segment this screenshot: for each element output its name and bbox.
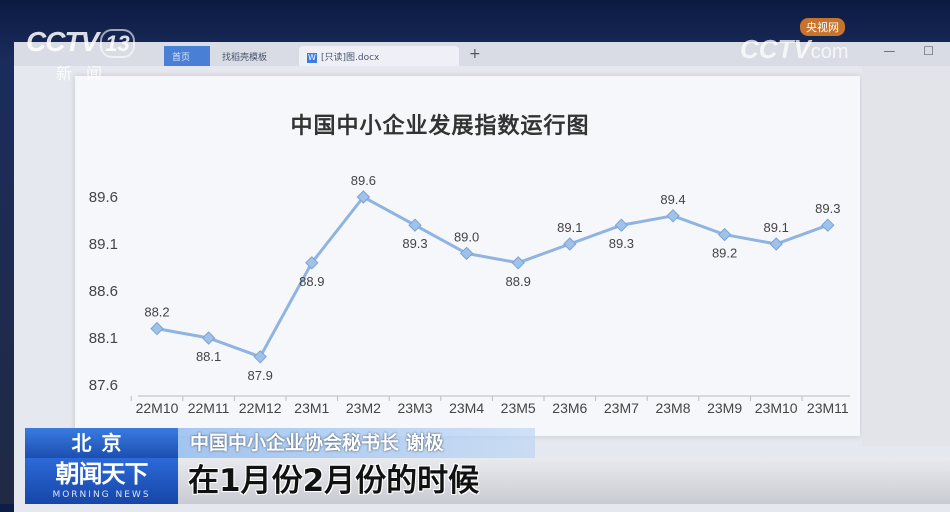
x-tick-label: 23M7 xyxy=(604,400,639,416)
new-tab-button[interactable]: + xyxy=(469,46,481,62)
data-label: 88.1 xyxy=(196,349,221,364)
data-point xyxy=(356,190,371,204)
tab-home[interactable]: 首页 xyxy=(164,46,210,66)
window-controls[interactable]: — ☐ xyxy=(883,44,946,58)
y-tick-label: 88.6 xyxy=(89,283,118,300)
watermark-badge: 央视网 xyxy=(800,18,845,36)
data-point xyxy=(769,237,783,251)
tab-document-label: [只读]图.docx xyxy=(321,53,380,63)
x-tick-label: 23M2 xyxy=(346,400,381,416)
data-label: 89.2 xyxy=(712,246,737,261)
logo-number: 13 xyxy=(100,29,135,58)
wps-doc-icon: W xyxy=(307,53,317,63)
data-point xyxy=(614,218,629,232)
y-tick-label: 87.6 xyxy=(89,377,118,394)
logo-sub: 新闻 xyxy=(56,66,117,83)
data-label: 88.9 xyxy=(506,274,531,289)
data-point xyxy=(459,246,474,261)
watermark-com: com xyxy=(810,41,849,63)
data-label: 89.1 xyxy=(557,220,582,235)
x-tick-label: 22M10 xyxy=(136,400,179,416)
x-tick-label: 23M1 xyxy=(294,400,329,416)
x-tick-label: 23M4 xyxy=(449,400,484,416)
x-tick-label: 23M6 xyxy=(552,400,587,416)
show-name-en: MORNING NEWS xyxy=(52,490,151,500)
data-label: 89.3 xyxy=(815,201,840,216)
data-label: 88.9 xyxy=(299,274,324,289)
watermark-cctv: CCTV xyxy=(740,34,811,64)
data-point xyxy=(305,256,319,270)
cctv13-logo: CCTV 13 新闻 xyxy=(26,26,135,83)
data-label: 89.0 xyxy=(454,229,479,244)
series-line xyxy=(156,195,829,359)
chart-title: 中国中小企业发展指数运行图 xyxy=(290,114,590,139)
data-point xyxy=(717,227,732,242)
data-point xyxy=(253,350,267,364)
tab-document[interactable]: W [只读]图.docx xyxy=(299,46,459,66)
data-label: 89.4 xyxy=(660,192,685,207)
data-point xyxy=(563,237,577,251)
x-tick-label: 22M11 xyxy=(188,400,230,416)
tab-bar: 首页 找稻壳模板 W [只读]图.docx + — ☐ xyxy=(14,42,950,66)
data-point xyxy=(201,331,216,345)
data-label: 89.3 xyxy=(609,236,634,251)
logo-cctv: CCTV xyxy=(26,26,99,57)
data-label: 89.3 xyxy=(402,236,427,251)
data-point xyxy=(666,209,680,223)
x-tick-label: 22M12 xyxy=(239,400,282,416)
x-tick-label: 23M5 xyxy=(501,400,536,416)
data-label: 89.1 xyxy=(764,220,789,235)
right-sidebar xyxy=(862,66,950,446)
x-tick-label: 23M8 xyxy=(655,400,690,416)
show-name: 朝闻天下 xyxy=(55,460,149,488)
y-tick-label: 89.6 xyxy=(89,189,118,206)
x-tick-label: 23M3 xyxy=(397,400,432,416)
cctv-com-watermark: CCTVcom 央视网 xyxy=(740,18,849,65)
data-point xyxy=(150,321,164,336)
data-label: 89.6 xyxy=(351,173,376,188)
data-point xyxy=(821,218,835,232)
data-label: 88.2 xyxy=(144,305,169,320)
subtitle: 在1月份2月份的时候 xyxy=(178,458,950,504)
location-caption: 北京 xyxy=(25,428,178,458)
data-point xyxy=(408,218,422,232)
show-logo: 朝闻天下 MORNING NEWS xyxy=(25,458,178,504)
x-tick-label: 23M9 xyxy=(707,400,742,416)
x-tick-label: 23M11 xyxy=(807,400,849,416)
y-tick-label: 89.1 xyxy=(89,236,118,253)
x-tick-label: 23M10 xyxy=(755,400,798,416)
y-tick-label: 88.1 xyxy=(89,330,118,347)
data-label: 87.9 xyxy=(248,368,273,383)
tab-template[interactable]: 找稻壳模板 xyxy=(222,53,268,63)
speaker-caption: 中国中小企业协会秘书长 谢极 xyxy=(178,428,535,458)
data-point xyxy=(511,256,525,270)
